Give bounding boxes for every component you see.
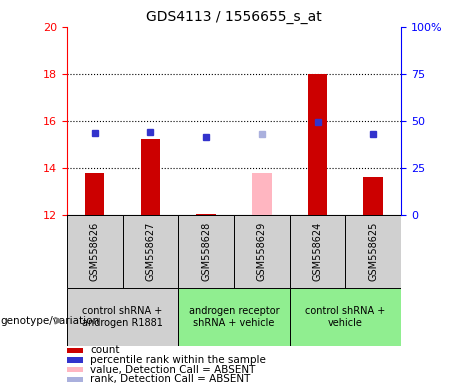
Title: GDS4113 / 1556655_s_at: GDS4113 / 1556655_s_at <box>146 10 322 25</box>
Bar <box>196 214 216 215</box>
Text: GSM558627: GSM558627 <box>145 222 155 281</box>
Bar <box>85 173 105 215</box>
FancyBboxPatch shape <box>67 288 178 346</box>
FancyBboxPatch shape <box>345 215 401 288</box>
Text: control shRNA +
vehicle: control shRNA + vehicle <box>305 306 385 328</box>
Bar <box>67 376 83 382</box>
FancyBboxPatch shape <box>123 215 178 288</box>
Text: GSM558629: GSM558629 <box>257 222 267 281</box>
FancyBboxPatch shape <box>178 215 234 288</box>
FancyBboxPatch shape <box>178 288 290 346</box>
Text: value, Detection Call = ABSENT: value, Detection Call = ABSENT <box>90 364 256 375</box>
Text: control shRNA +
androgen R1881: control shRNA + androgen R1881 <box>82 306 163 328</box>
Text: genotype/variation: genotype/variation <box>0 316 99 326</box>
Text: GSM558624: GSM558624 <box>313 222 323 281</box>
Bar <box>141 139 160 215</box>
Bar <box>67 357 83 362</box>
Text: percentile rank within the sample: percentile rank within the sample <box>90 355 266 365</box>
FancyBboxPatch shape <box>290 288 401 346</box>
Text: GSM558626: GSM558626 <box>90 222 100 281</box>
Text: rank, Detection Call = ABSENT: rank, Detection Call = ABSENT <box>90 374 251 384</box>
Bar <box>67 348 83 353</box>
Bar <box>308 74 327 215</box>
Bar <box>252 173 272 215</box>
FancyBboxPatch shape <box>290 215 345 288</box>
FancyBboxPatch shape <box>67 215 123 288</box>
Text: androgen receptor
shRNA + vehicle: androgen receptor shRNA + vehicle <box>189 306 279 328</box>
Text: count: count <box>90 345 120 356</box>
Bar <box>363 177 383 215</box>
Text: GSM558628: GSM558628 <box>201 222 211 281</box>
Bar <box>67 367 83 372</box>
FancyBboxPatch shape <box>234 215 290 288</box>
Text: GSM558625: GSM558625 <box>368 222 378 281</box>
